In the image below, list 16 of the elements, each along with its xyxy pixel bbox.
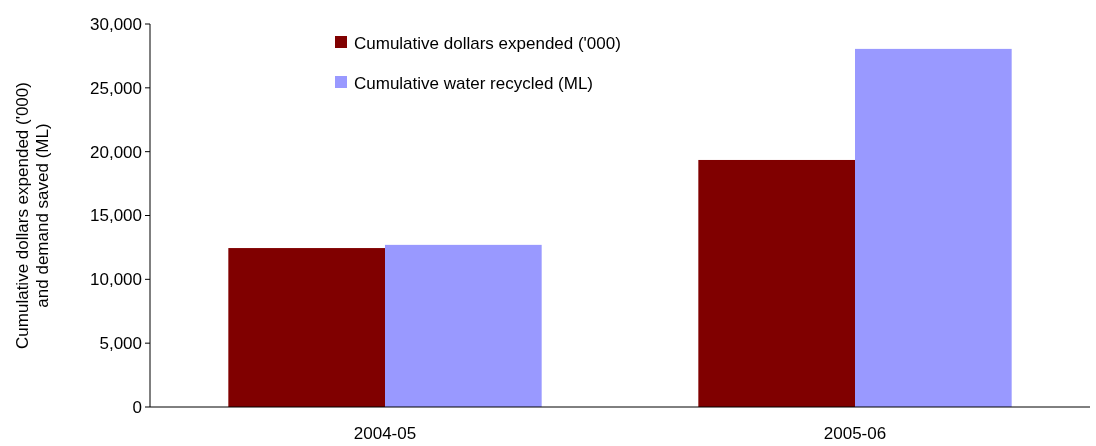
y-tick-label: 10,000 <box>90 270 142 290</box>
y-tick-label: 0 <box>132 397 142 417</box>
legend-label: Cumulative water recycled (ML) <box>354 73 594 93</box>
legend-label: Cumulative dollars expended ('000) <box>354 33 621 53</box>
x-tick-label: 2004-05 <box>353 424 417 443</box>
bar <box>855 48 1012 407</box>
y-axis-title: Cumulative dollars expended ('000) and demand saved (ML) <box>13 82 52 349</box>
y-tick-label: 20,000 <box>90 142 142 162</box>
y-tick-label: 30,000 <box>90 14 142 34</box>
y-tick-label: 5,000 <box>99 334 142 354</box>
y-tick-label: 15,000 <box>90 206 142 226</box>
bar <box>698 159 855 407</box>
bar <box>228 248 385 407</box>
x-tick-label: 2005-06 <box>823 424 887 443</box>
bar <box>385 244 542 407</box>
y-tick-label: 25,000 <box>90 78 142 98</box>
